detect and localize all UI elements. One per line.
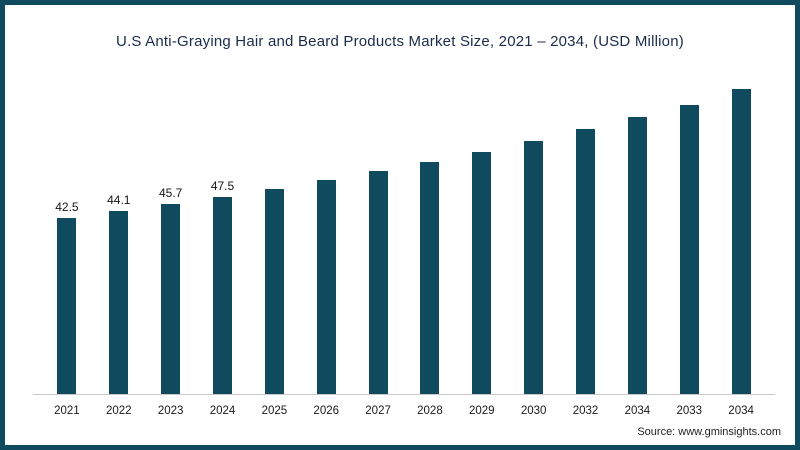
bar-column: [560, 111, 612, 394]
x-tick-label: 2024: [209, 405, 236, 417]
bar-value-label: 42.5: [55, 200, 79, 214]
bar-column: 42.5: [41, 200, 93, 394]
bar: [264, 189, 284, 394]
x-tick-label: 2022: [105, 405, 132, 417]
x-tick-label: 2028: [417, 405, 443, 417]
bar-column: [248, 171, 300, 394]
x-tick-label: 2021: [54, 405, 80, 417]
x-tick-label: 2025: [261, 405, 288, 417]
bars-row: 42.5 44.1 45.7 47.5: [41, 71, 767, 394]
x-tick-label: 2034: [728, 405, 754, 417]
x-tick-label: 2034: [624, 405, 651, 417]
bar-column: [663, 87, 715, 394]
x-tick-label: 2029: [469, 405, 495, 417]
bar: [161, 204, 181, 394]
x-tick-label: 2026: [313, 405, 340, 417]
source-text: Source: www.gminsights.com: [637, 426, 781, 438]
chart-title: U.S Anti-Graying Hair and Beard Products…: [116, 33, 684, 50]
x-tick-label: 2032: [572, 405, 599, 417]
bar: [524, 141, 544, 394]
bar-column: [352, 153, 404, 394]
bar-value-label: 44.1: [107, 193, 131, 207]
bar: [472, 152, 492, 394]
x-tick-label: 2027: [365, 405, 391, 417]
bar: [420, 162, 440, 394]
bar-column: [715, 71, 767, 394]
x-axis-line: [33, 394, 775, 395]
bar: [109, 211, 129, 394]
x-tick-label: 2023: [157, 405, 184, 417]
x-tick-label: 2033: [676, 405, 703, 417]
bar-value-label: 45.7: [158, 186, 183, 200]
bar: [731, 89, 751, 394]
x-tick-label: 2030: [520, 405, 547, 417]
ticks-row: 2021 2022 2023 2024 2025 2026 2027 2028 2029 2030…: [41, 405, 767, 417]
bar: [368, 171, 388, 394]
bar: [213, 197, 232, 394]
bar-column: [404, 144, 456, 394]
plot-area: 42.5 44.1 45.7 47.5 2021 2022 2023 2024 2025 202…: [33, 65, 775, 417]
bar: [576, 129, 596, 394]
bar-column: 45.7: [145, 186, 197, 394]
bar-column: [456, 134, 508, 394]
bar-column: [300, 162, 352, 394]
bar: [679, 105, 699, 394]
bar: [316, 180, 336, 394]
bar: [627, 117, 647, 394]
bar-column: [611, 99, 663, 394]
bar-value-label: 47.5: [210, 179, 235, 193]
bar: [57, 218, 77, 394]
bar-column: 47.5: [197, 179, 249, 394]
bar-column: 44.1: [93, 193, 145, 394]
bar-column: [508, 123, 560, 394]
